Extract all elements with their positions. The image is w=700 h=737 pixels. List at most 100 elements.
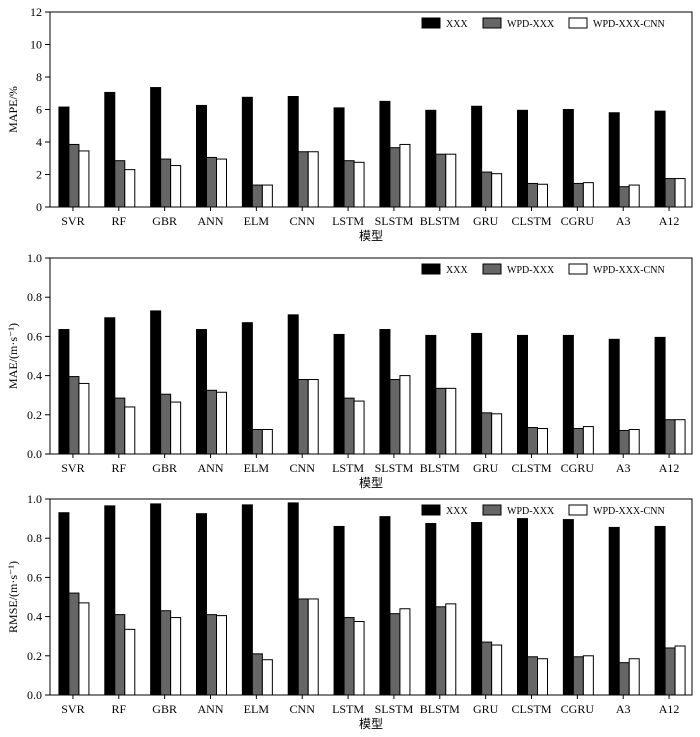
bar-xxx-ann (196, 513, 207, 696)
bar-wpd-xxx-svr (68, 592, 80, 696)
x-tick-label: BLSTM (420, 461, 460, 475)
x-tick-label: SVR (61, 214, 84, 228)
bar-wpd-xxx-cnn-rf (124, 628, 136, 696)
bar-wpd-xxx-a3 (618, 186, 630, 208)
bar-wpd-xxx-cnn-ann (216, 615, 227, 696)
x-axis-label: 模型 (359, 476, 383, 490)
bar-xxx-lstm (333, 525, 345, 696)
bar-xxx-blstm (425, 109, 437, 208)
bar-xxx-blstm (425, 523, 437, 696)
bar-xxx-blstm (425, 334, 437, 455)
bar-wpd-xxx-cnn-blstm (445, 387, 457, 455)
x-tick-label: GRU (473, 702, 499, 716)
legend-label-xxx: XXX (446, 506, 468, 517)
bar-wpd-xxx-cnn-rf (124, 169, 136, 208)
bar-wpd-xxx-gru (481, 641, 493, 696)
bar-wpd-xxx-a12 (664, 647, 676, 696)
legend-label-wpd-xxx: WPD-XXX (507, 265, 555, 276)
y-axis-label: RMSE/(m·s⁻¹) (6, 561, 20, 633)
x-tick-label: SLSTM (375, 461, 414, 475)
y-tick-label: 0.8 (27, 531, 42, 545)
x-tick-label: CNN (290, 702, 316, 716)
bar-wpd-xxx-ann (206, 614, 217, 696)
x-axis-label: 模型 (359, 229, 383, 243)
bar-xxx-elm (241, 96, 253, 208)
bar-wpd-xxx-cnn-clstm (537, 183, 548, 208)
bar-wpd-xxx-cnn-cnn (307, 598, 319, 696)
bar-wpd-xxx-clstm (527, 656, 538, 696)
bar-wpd-xxx-a3 (618, 429, 630, 455)
bar-wpd-xxx-cnn-clstm (537, 658, 548, 696)
x-tick-label: RF (111, 702, 126, 716)
bar-wpd-xxx-cnn-cnn (307, 151, 319, 208)
bar-xxx-rf (104, 317, 116, 455)
legend-swatch-xxx (421, 17, 441, 29)
bar-wpd-xxx-blstm (435, 153, 447, 208)
bar-wpd-xxx-gbr (160, 393, 172, 455)
bar-wpd-xxx-elm (251, 184, 263, 208)
bar-xxx-gbr (150, 87, 162, 208)
x-tick-label: BLSTM (420, 702, 460, 716)
y-tick-label: 0.8 (27, 290, 42, 304)
bar-wpd-xxx-cnn-gbr (170, 165, 182, 208)
bar-xxx-svr (58, 329, 70, 455)
bar-wpd-xxx-blstm (435, 606, 447, 696)
x-tick-label: CLSTM (511, 461, 551, 475)
bar-wpd-xxx-cnn (297, 151, 309, 208)
legend-swatch-xxx (421, 504, 441, 516)
bar-wpd-xxx-cnn-svr (78, 602, 90, 696)
legend-swatch-wpd-xxx (482, 263, 502, 275)
bar-xxx-a3 (608, 338, 620, 455)
bar-wpd-xxx-cnn-elm (261, 429, 273, 455)
bar-xxx-a3 (608, 112, 620, 208)
x-tick-label: ELM (244, 214, 270, 228)
bar-wpd-xxx-cnn-elm (261, 184, 273, 208)
y-tick-label: 6 (36, 103, 42, 117)
bar-wpd-xxx-cnn-gbr (170, 617, 182, 696)
bar-wpd-xxx-cnn-slstm (399, 375, 411, 455)
y-axis-label: MAE/(m·s⁻¹) (6, 323, 20, 389)
bar-wpd-xxx-a12 (664, 419, 676, 455)
x-tick-label: GBR (152, 461, 177, 475)
bar-xxx-a12 (654, 336, 666, 455)
bar-wpd-xxx-gru (481, 171, 493, 208)
legend-label-xxx: XXX (446, 19, 468, 30)
bar-wpd-xxx-cnn-a12 (674, 419, 686, 455)
bar-wpd-xxx-cnn-svr (78, 382, 90, 455)
bar-wpd-xxx-a12 (664, 178, 676, 208)
bar-wpd-xxx-cnn-a3 (628, 429, 640, 455)
bar-wpd-xxx-cnn-cgru (582, 182, 594, 208)
bar-xxx-gru (471, 332, 483, 455)
legend-swatch-wpd-xxx-cnn (568, 263, 588, 275)
bar-xxx-gbr (150, 503, 162, 696)
bar-wpd-xxx-cnn-a3 (628, 184, 640, 208)
x-tick-label: ANN (198, 214, 224, 228)
plot-frame (49, 11, 693, 208)
bar-wpd-xxx-gbr (160, 158, 172, 208)
y-tick-label: 10 (30, 38, 42, 52)
bar-xxx-cgru (562, 519, 574, 696)
bar-wpd-xxx-rf (114, 160, 126, 208)
y-tick-label: 0.4 (27, 610, 42, 624)
bar-xxx-rf (104, 91, 116, 208)
x-tick-label: SLSTM (375, 214, 414, 228)
bar-wpd-xxx-cnn-lstm (353, 161, 365, 208)
bar-xxx-clstm (517, 109, 528, 208)
bar-xxx-cnn (287, 96, 299, 208)
x-tick-label: LSTM (332, 702, 364, 716)
y-axis-label: MAPE/% (6, 86, 20, 133)
x-tick-label: A12 (659, 702, 680, 716)
y-tick-label: 8 (36, 70, 42, 84)
chart-panel-3: 0.0 0.2 0.4 0.6 0.8 1.0 SVR RF GBR ANN ELM CNN LSTM S… (6, 492, 693, 731)
x-tick-label: GRU (473, 461, 499, 475)
bar-wpd-xxx-ann (206, 389, 217, 455)
bar-wpd-xxx-cnn-slstm (399, 143, 411, 208)
bar-xxx-cgru (562, 334, 574, 455)
legend-swatch-wpd-xxx (482, 504, 502, 516)
legend-label-wpd-xxx: WPD-XXX (507, 19, 555, 30)
legend-label-wpd-xxx: WPD-XXX (507, 506, 555, 517)
bar-xxx-a12 (654, 525, 666, 696)
bar-wpd-xxx-cnn-blstm (445, 153, 457, 208)
legend-label-wpd-xxx-cnn: WPD-XXX-CNN (593, 506, 665, 517)
bar-wpd-xxx-rf (114, 614, 126, 696)
